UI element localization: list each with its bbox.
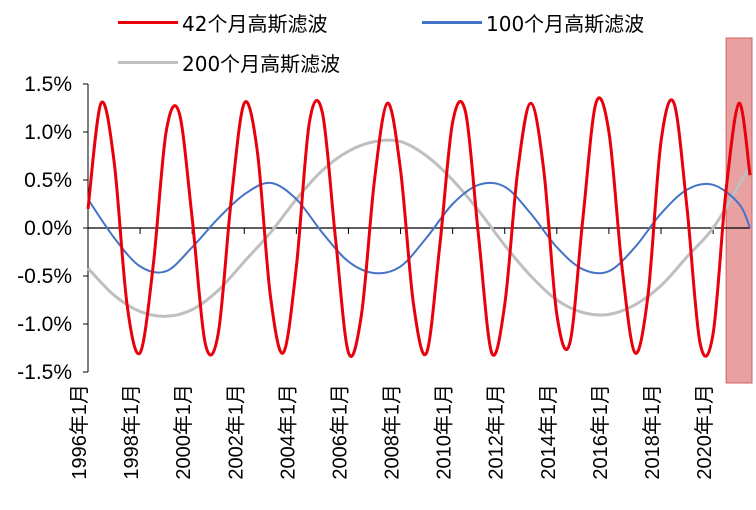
x-tick-label-6: 2008年1月 xyxy=(381,384,404,480)
legend-label-100m: 100个月高斯滤波 xyxy=(486,12,645,36)
series-line-42m xyxy=(86,96,752,358)
y-tick-label-2: 0.5% xyxy=(24,169,72,192)
x-tick-label-2: 2000年1月 xyxy=(172,384,195,480)
legend-label-42m: 42个月高斯滤波 xyxy=(182,12,328,36)
highlight-region xyxy=(725,37,753,384)
x-tick-label-7: 2010年1月 xyxy=(433,384,456,480)
x-tick-label-8: 2012年1月 xyxy=(485,384,508,480)
y-tick-label-0: 1.5% xyxy=(24,73,72,96)
legend-label-200m: 200个月高斯滤波 xyxy=(182,52,341,76)
y-tick-label-4: -0.5% xyxy=(17,265,72,288)
y-tick-label-5: -1.0% xyxy=(17,313,72,336)
x-tick-label-0: 1996年1月 xyxy=(68,384,91,480)
x-tick-label-5: 2006年1月 xyxy=(328,384,351,480)
x-tick-label-10: 2016年1月 xyxy=(589,384,612,480)
y-tick-label-3: 0.0% xyxy=(24,217,72,240)
x-tick-label-9: 2014年1月 xyxy=(537,384,560,480)
legend-swatch-100m xyxy=(422,21,482,24)
y-tick-label-6: -1.5% xyxy=(17,361,72,384)
legend-item-200m: 200个月高斯滤波 xyxy=(118,48,340,77)
legend-swatch-42m xyxy=(118,21,178,24)
x-tick-label-4: 2004年1月 xyxy=(276,384,299,480)
y-tick-label-1: 1.0% xyxy=(24,121,72,144)
legend-item-42m: 42个月高斯滤波 xyxy=(118,8,327,37)
x-tick-label-11: 2018年1月 xyxy=(641,384,664,480)
legend-item-100m: 100个月高斯滤波 xyxy=(422,8,644,37)
x-tick-label-3: 2002年1月 xyxy=(224,384,247,480)
legend-swatch-200m xyxy=(118,61,178,64)
x-tick-label-12: 2020年1月 xyxy=(693,384,716,480)
x-tick-label-1: 1998年1月 xyxy=(120,384,143,480)
